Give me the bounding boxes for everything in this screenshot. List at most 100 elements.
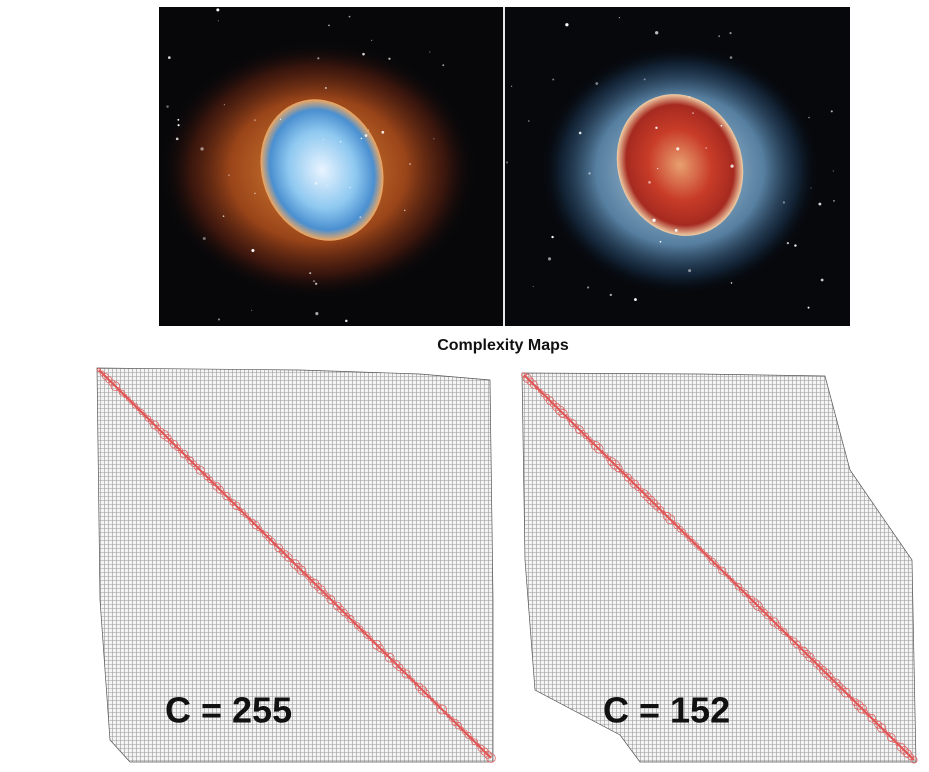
diagonal-node [535, 385, 539, 390]
diagonal-node [174, 444, 181, 451]
diagonal-node [367, 635, 373, 641]
star [657, 167, 659, 170]
diagonal-node [690, 539, 696, 545]
diagonal-node [446, 713, 451, 718]
star [552, 78, 555, 81]
diagonal-node [399, 667, 406, 674]
diagonal-node [118, 389, 125, 396]
star [833, 199, 835, 202]
diagonal-node [910, 756, 918, 764]
diagonal-node [340, 608, 348, 617]
diagonal-node [302, 571, 308, 577]
diagonal-node [383, 651, 390, 658]
star [782, 201, 786, 204]
diagonal-node [395, 663, 404, 672]
diagonal-node [862, 709, 868, 715]
diagonal-node [895, 741, 901, 747]
star [674, 228, 678, 232]
diagonal-node [459, 726, 464, 732]
diagonal-node [229, 499, 237, 506]
diagonal-node [296, 565, 307, 576]
star [565, 23, 569, 27]
star [810, 187, 812, 189]
diagonal-node [867, 714, 877, 723]
star [659, 240, 662, 243]
diagonal-node [326, 595, 336, 604]
star [228, 174, 230, 177]
diagonal-node [829, 676, 836, 683]
star [327, 185, 329, 187]
diagonal-node [316, 585, 326, 595]
diagonal-node [195, 465, 205, 475]
star [217, 20, 219, 22]
diagonal-node [401, 669, 411, 679]
star [314, 181, 318, 185]
star [595, 82, 599, 85]
diagonal-node [778, 625, 784, 632]
diagonal-node [324, 593, 331, 600]
diagonal-node [568, 419, 577, 428]
diagonal-node [262, 531, 269, 539]
diagonal-node [361, 629, 366, 635]
diagonal-node [780, 628, 788, 636]
diagonal-node [614, 463, 623, 473]
diagonal-node [116, 387, 121, 392]
star [510, 85, 513, 87]
star [339, 141, 342, 143]
nebula-photos [158, 7, 850, 326]
diagonal-node [646, 495, 656, 505]
diagonal-node [251, 521, 260, 530]
diagonal-node [239, 509, 246, 516]
diagonal-node [693, 542, 699, 548]
diagonal-node [483, 750, 492, 759]
diagonal-node [684, 533, 689, 538]
diagonal-node [227, 497, 232, 502]
diagonal-node [594, 444, 604, 454]
star [251, 248, 255, 253]
star [634, 298, 637, 301]
diagonal-node [723, 571, 728, 577]
star [279, 118, 282, 120]
diagonal-node [838, 685, 847, 694]
diagonal-node [552, 402, 561, 412]
diagonal-node [371, 639, 376, 644]
diagonal-node [150, 420, 159, 430]
diagonal-node [144, 415, 152, 422]
star [618, 17, 620, 19]
star [587, 286, 590, 289]
star [217, 318, 220, 321]
star [818, 202, 822, 206]
diagonal-node [793, 640, 801, 649]
diagonal [521, 372, 918, 764]
nebula-core [616, 94, 744, 236]
diagonal-node [321, 589, 328, 597]
diagonal-node [529, 380, 538, 389]
star [409, 163, 411, 165]
diagonal-node [726, 575, 731, 580]
diagonal-node [586, 436, 592, 442]
diagonal-node [193, 463, 201, 471]
star [588, 172, 591, 175]
diagonal-node [741, 589, 749, 597]
diagonal-node [232, 501, 241, 510]
complexity-label: C = 255 [165, 690, 292, 731]
diagonal-node [639, 489, 649, 499]
diagonal-node [537, 388, 543, 394]
star [403, 209, 406, 212]
diagonal-node [876, 723, 887, 733]
star [317, 57, 320, 60]
diagonal-node [718, 566, 727, 575]
diagonal-node [627, 477, 635, 485]
star [718, 35, 721, 38]
diagonal-node [802, 650, 811, 659]
complexity-label: C = 152 [603, 690, 730, 731]
star [175, 137, 179, 141]
star [345, 319, 348, 323]
star [312, 280, 316, 283]
diagonal-node [797, 645, 803, 651]
diagonal-node [256, 525, 262, 532]
star [528, 120, 530, 122]
diagonal-node [464, 732, 472, 739]
diagonal-node [605, 455, 612, 462]
